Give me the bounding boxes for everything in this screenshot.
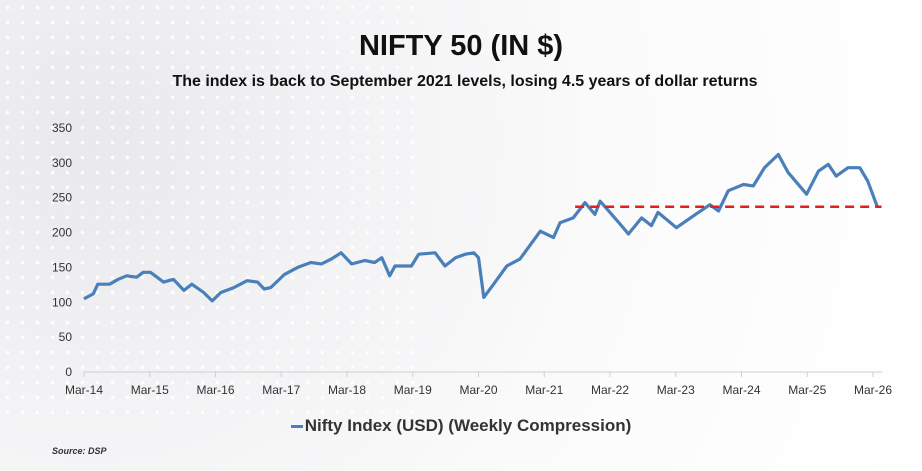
background-dot-pattern bbox=[0, 0, 420, 420]
source-note: Source: DSP bbox=[52, 446, 107, 456]
y-tick-label: 50 bbox=[59, 330, 73, 344]
x-tick-label: Mar-15 bbox=[131, 383, 169, 397]
x-tick-label: Mar-21 bbox=[525, 383, 563, 397]
x-tick-label: Mar-23 bbox=[657, 383, 695, 397]
x-tick-label: Mar-14 bbox=[65, 383, 103, 397]
y-tick-label: 300 bbox=[52, 156, 72, 170]
y-tick-label: 100 bbox=[52, 295, 72, 309]
x-tick-label: Mar-24 bbox=[722, 383, 760, 397]
y-tick-label: 0 bbox=[65, 365, 72, 379]
y-tick-label: 350 bbox=[52, 121, 72, 135]
x-tick-label: Mar-25 bbox=[788, 383, 826, 397]
x-tick-label: Mar-19 bbox=[394, 383, 432, 397]
x-tick-label: Mar-17 bbox=[262, 383, 300, 397]
chart-subtitle: The index is back to September 2021 leve… bbox=[172, 73, 758, 90]
legend-swatch bbox=[290, 425, 303, 429]
legend: Nifty Index (USD) (Weekly Compression) bbox=[0, 416, 922, 436]
x-tick-label: Mar-18 bbox=[328, 383, 366, 397]
y-tick-label: 150 bbox=[52, 260, 72, 274]
chart-title: NIFTY 50 (IN $) bbox=[358, 30, 564, 62]
x-tick-label: Mar-20 bbox=[459, 383, 497, 397]
series-line-nifty-usd bbox=[83, 152, 880, 303]
y-tick-label: 200 bbox=[52, 226, 72, 240]
x-tick-label: Mar-16 bbox=[196, 383, 234, 397]
legend-label: Nifty Index (USD) (Weekly Compression) bbox=[304, 416, 632, 435]
x-tick-label: Mar-22 bbox=[591, 383, 629, 397]
x-tick-label: Mar-26 bbox=[854, 383, 892, 397]
y-tick-label: 250 bbox=[52, 191, 72, 205]
